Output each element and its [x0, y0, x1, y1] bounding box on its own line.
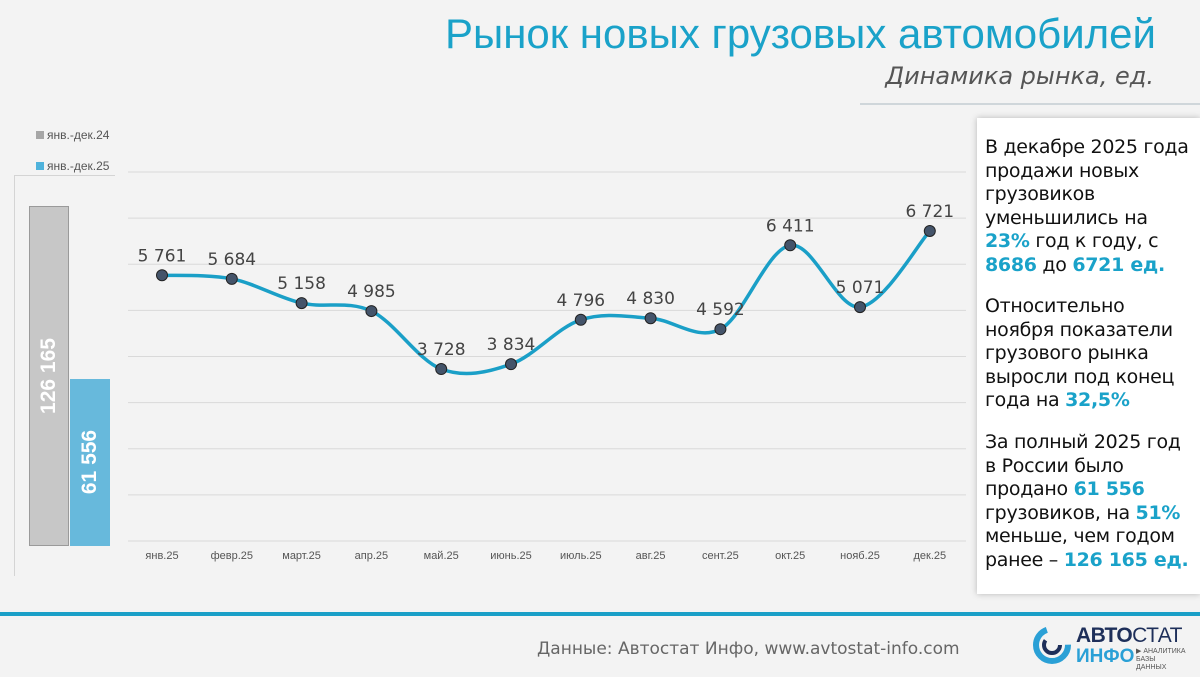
data-label: 4 796: [556, 291, 605, 311]
data-label: 4 592: [696, 300, 745, 320]
info-highlight: 51%: [1135, 501, 1181, 524]
info-highlight: 23%: [985, 230, 1030, 252]
data-label: 4 830: [626, 289, 675, 309]
info-panel: В декабре 2025 года продажи новых грузов…: [977, 118, 1200, 594]
x-tick-label: апр.25: [355, 550, 388, 562]
x-tick-label: июль.25: [560, 550, 602, 562]
data-label: 6 721: [905, 202, 954, 222]
info-highlight: 32,5%: [1065, 389, 1130, 411]
total-bar-2024: [29, 206, 69, 546]
x-tick-label: дек.25: [913, 550, 946, 562]
avtostat-logo: АВТОСТАТ ИНФО ▶ АНАЛИТИКА БАЗЫ ДАННЫХ: [1030, 621, 1190, 671]
x-tick-label: февр.25: [211, 550, 253, 562]
data-point: [923, 224, 936, 237]
x-tick-label: март.25: [282, 550, 321, 562]
info-text: год к году, с: [1029, 230, 1159, 252]
x-tick-label: авг.25: [636, 550, 666, 562]
header-divider: [860, 103, 1200, 105]
x-tick-label: июнь.25: [490, 550, 532, 562]
data-label: 4 985: [347, 282, 396, 302]
data-label: 6 411: [766, 216, 815, 236]
info-paragraph-2: Относительно ноября показатели грузового…: [985, 295, 1197, 413]
data-point: [156, 269, 168, 282]
info-highlight: 61 556: [1073, 478, 1145, 500]
data-point: [365, 305, 378, 318]
x-tick-label: нояб.25: [840, 550, 880, 562]
data-source: Данные: Автостат Инфо, www.avtostat-info…: [537, 639, 960, 659]
data-label: 3 728: [417, 340, 466, 360]
legend-label-2025: янв.-дек.25: [47, 159, 110, 173]
data-label: 5 158: [277, 274, 326, 294]
info-highlight: 126 165 ед.: [1063, 548, 1189, 571]
x-tick-label: май.25: [424, 550, 459, 562]
data-point: [784, 239, 797, 252]
page-title: Рынок новых грузовых автомобилей: [445, 10, 1156, 57]
data-point: [505, 358, 517, 371]
logo-wordmark-bold: АВТО: [1076, 624, 1133, 647]
x-tick-label: окт.25: [775, 550, 805, 562]
page-subtitle: Динамика рынка, ед.: [885, 62, 1154, 90]
info-text: грузовиков, на: [985, 501, 1136, 524]
data-label: 5 761: [138, 246, 187, 266]
data-point: [574, 313, 587, 326]
logo-subword: ИНФО: [1076, 646, 1135, 667]
info-text: меньше, чем годом ранее –: [985, 525, 1175, 571]
info-highlight: 8686: [985, 253, 1037, 276]
data-label: 5 071: [836, 278, 885, 298]
legend-swatch-2025: [36, 162, 44, 170]
info-text: За полный 2025 год в России было продано: [985, 431, 1181, 500]
data-label: 5 684: [207, 250, 256, 270]
info-text: до: [1036, 253, 1073, 276]
legend-swatch-2024: [36, 131, 44, 139]
logo-wordmark-thin: СТАТ: [1132, 624, 1182, 647]
total-bar-2025: [70, 379, 110, 546]
data-point: [225, 272, 238, 285]
data-point: [435, 363, 448, 376]
legend-label-2024: янв.-дек.24: [47, 128, 110, 142]
logo-wordmark: АВТОСТАТ: [1076, 624, 1182, 648]
legend-item-2025: янв.-дек.25: [36, 158, 109, 174]
footer-divider: [0, 612, 1200, 616]
info-paragraph-1: В декабре 2025 года продажи новых грузов…: [985, 136, 1197, 277]
data-point: [714, 323, 727, 336]
info-text: Относительно ноября показатели грузового…: [985, 295, 1175, 411]
data-point: [854, 301, 866, 314]
info-highlight: 6721 ед.: [1072, 253, 1165, 276]
totals-legend: янв.-дек.24 янв.-дек.25: [36, 127, 109, 189]
logo-tagline: ▶ АНАЛИТИКА БАЗЫ ДАННЫХ: [1136, 648, 1186, 671]
data-point: [644, 312, 657, 325]
totals-frame: [14, 175, 115, 576]
x-tick-label: янв.25: [145, 550, 178, 562]
series-line: [161, 229, 932, 376]
legend-item-2024: янв.-дек.24: [36, 127, 109, 143]
data-point: [295, 297, 308, 310]
logo-ring-icon: [1033, 626, 1071, 664]
data-label: 3 834: [487, 335, 536, 355]
info-paragraph-3: За полный 2025 год в России было продано…: [985, 431, 1197, 572]
x-tick-label: сент.25: [702, 550, 739, 562]
info-text: В декабре 2025 года продажи новых грузов…: [985, 136, 1189, 229]
